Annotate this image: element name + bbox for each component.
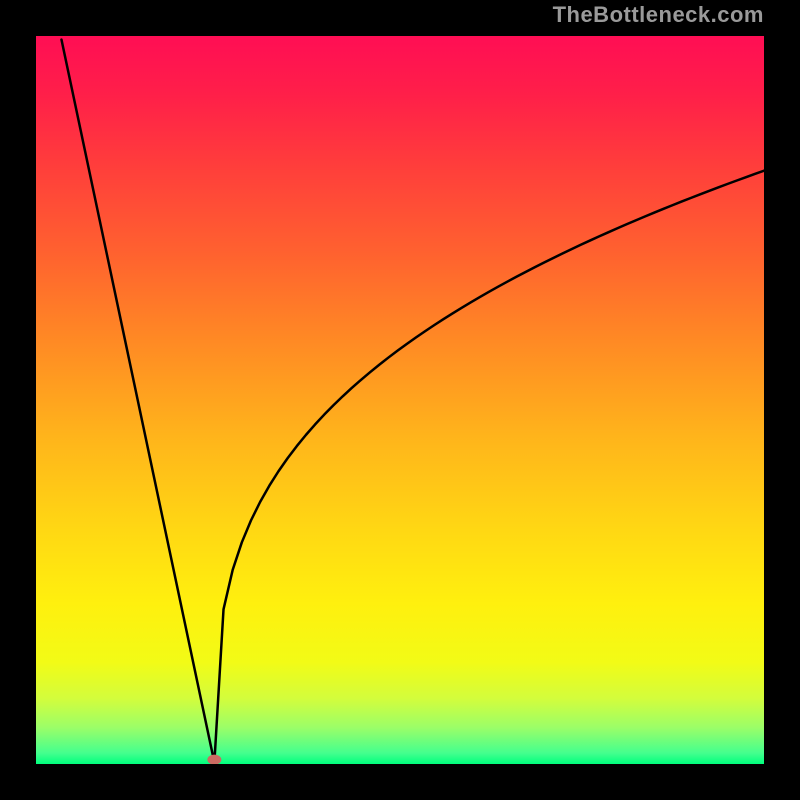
chart-frame: TheBottleneck.com <box>0 0 800 800</box>
watermark-text: TheBottleneck.com <box>553 2 764 28</box>
plot-area <box>36 36 764 764</box>
gradient-background <box>36 36 764 764</box>
chart-svg <box>36 36 764 764</box>
